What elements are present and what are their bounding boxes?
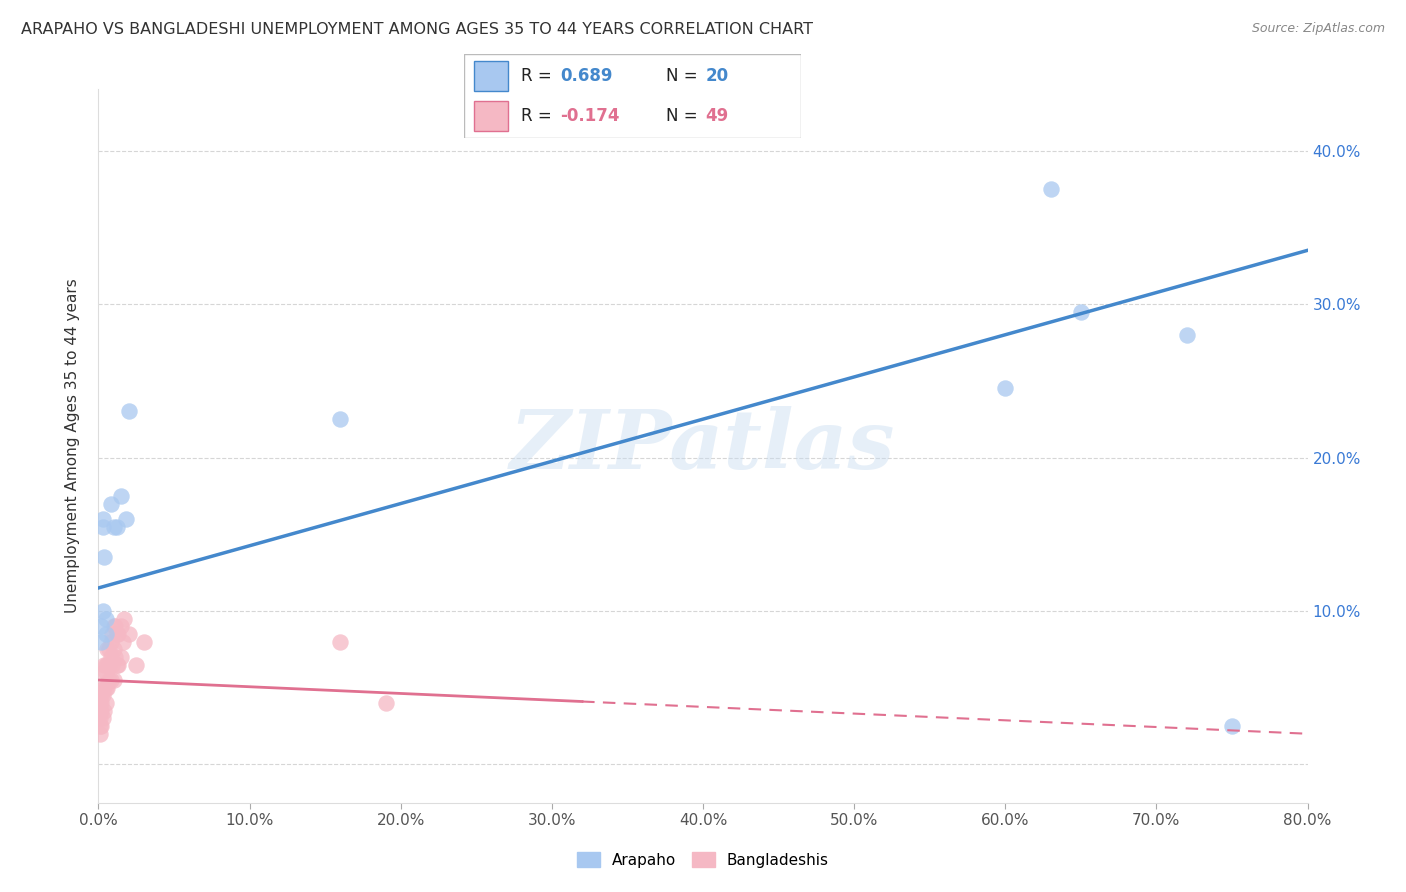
Point: [89, 711, 111, 725]
Point: [103, 519, 125, 533]
Point: [101, 627, 124, 641]
Point: [96, 657, 118, 672]
Point: [91, 604, 114, 618]
Text: ARAPAHO VS BANGLADESHI UNEMPLOYMENT AMONG AGES 35 TO 44 YEARS CORRELATION CHART: ARAPAHO VS BANGLADESHI UNEMPLOYMENT AMON…: [21, 22, 813, 37]
Point: [91, 681, 114, 695]
Text: N =: N =: [666, 107, 703, 125]
Point: [100, 634, 122, 648]
Text: Source: ZipAtlas.com: Source: ZipAtlas.com: [1251, 22, 1385, 36]
Point: [118, 404, 141, 418]
Point: [90, 696, 112, 710]
Text: 0.689: 0.689: [560, 67, 613, 85]
Text: 20: 20: [706, 67, 728, 85]
Point: [118, 627, 141, 641]
Legend: Arapaho, Bangladeshis: Arapaho, Bangladeshis: [571, 846, 835, 873]
Point: [100, 497, 122, 511]
Point: [89, 704, 111, 718]
Point: [132, 634, 155, 648]
Point: [93, 550, 115, 565]
Point: [105, 657, 128, 672]
Text: R =: R =: [522, 107, 557, 125]
Point: [1220, 719, 1243, 733]
Point: [994, 381, 1017, 395]
Point: [93, 704, 115, 718]
Point: [107, 657, 129, 672]
Point: [110, 619, 132, 633]
Point: [100, 673, 122, 687]
Point: [90, 634, 112, 648]
Point: [114, 512, 136, 526]
Point: [90, 704, 112, 718]
Point: [93, 665, 115, 680]
Point: [94, 696, 117, 710]
Text: 49: 49: [706, 107, 728, 125]
Point: [101, 657, 124, 672]
Point: [94, 665, 117, 680]
Point: [94, 681, 117, 695]
Point: [104, 650, 127, 665]
Point: [329, 634, 352, 648]
Point: [94, 627, 117, 641]
Point: [89, 727, 111, 741]
Point: [1175, 327, 1198, 342]
Point: [91, 689, 114, 703]
Point: [100, 650, 122, 665]
Point: [103, 619, 125, 633]
Point: [89, 719, 111, 733]
Point: [91, 519, 114, 533]
Point: [105, 627, 128, 641]
Point: [89, 696, 111, 710]
Point: [105, 519, 128, 533]
Point: [90, 719, 112, 733]
Text: ZIPatlas: ZIPatlas: [510, 406, 896, 486]
Point: [111, 634, 134, 648]
Point: [329, 412, 352, 426]
Point: [91, 512, 114, 526]
Point: [93, 681, 115, 695]
Point: [374, 696, 396, 710]
Point: [125, 657, 148, 672]
Point: [90, 619, 112, 633]
Point: [90, 689, 112, 703]
Point: [1070, 304, 1092, 318]
Point: [110, 650, 132, 665]
Point: [103, 673, 125, 687]
Text: -0.174: -0.174: [560, 107, 620, 125]
Y-axis label: Unemployment Among Ages 35 to 44 years: Unemployment Among Ages 35 to 44 years: [65, 278, 80, 614]
Point: [107, 627, 129, 641]
Point: [98, 657, 121, 672]
Point: [96, 681, 118, 695]
Point: [96, 642, 118, 657]
FancyBboxPatch shape: [464, 54, 801, 138]
Point: [94, 612, 117, 626]
Point: [91, 711, 114, 725]
Point: [103, 642, 125, 657]
Point: [98, 673, 121, 687]
Point: [94, 657, 117, 672]
FancyBboxPatch shape: [474, 101, 508, 130]
Text: N =: N =: [666, 67, 703, 85]
Point: [112, 612, 135, 626]
Point: [98, 642, 121, 657]
Text: R =: R =: [522, 67, 557, 85]
Point: [93, 657, 115, 672]
Point: [104, 619, 127, 633]
Point: [1039, 182, 1062, 196]
FancyBboxPatch shape: [474, 62, 508, 91]
Point: [110, 489, 132, 503]
